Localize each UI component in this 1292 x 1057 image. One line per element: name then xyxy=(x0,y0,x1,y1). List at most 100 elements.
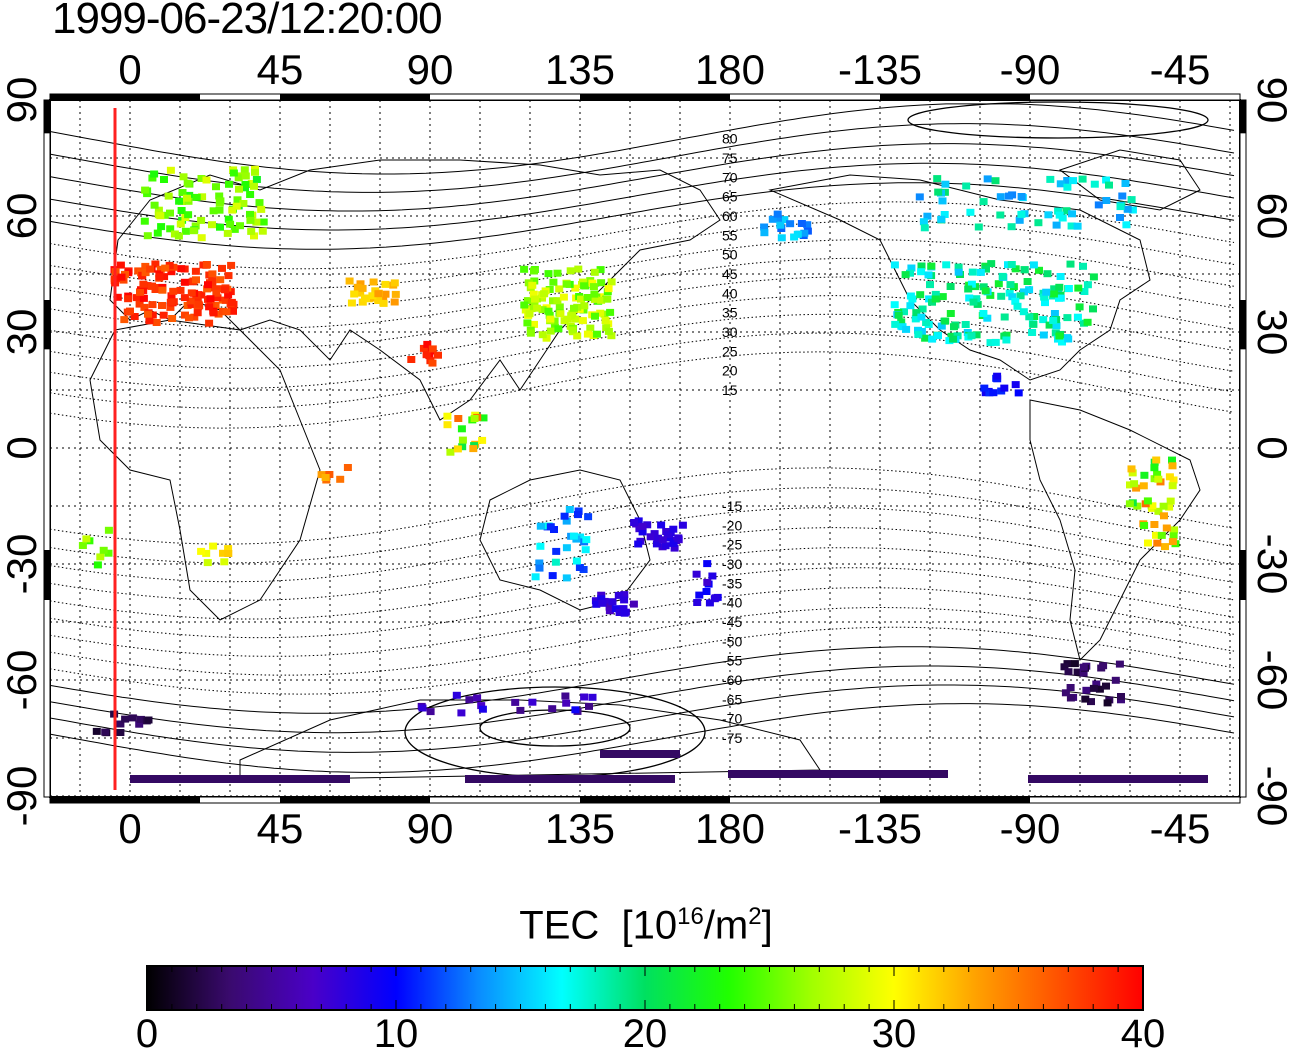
tec-pixel xyxy=(938,293,947,301)
tec-pixel xyxy=(116,729,125,736)
tec-pixel xyxy=(358,298,367,306)
tec-pixel xyxy=(1089,684,1098,692)
tec-pixel xyxy=(1165,473,1174,481)
tec-pixel xyxy=(1049,290,1058,298)
tec-pixel xyxy=(151,260,160,268)
tec-pixel xyxy=(1066,684,1075,691)
tec-pixel xyxy=(1029,261,1038,269)
tec-pixel xyxy=(1073,222,1082,230)
tec-pixel xyxy=(1080,288,1089,295)
tec-pixel xyxy=(221,286,229,294)
tec-pixel xyxy=(216,223,224,231)
maglat-contour xyxy=(49,182,1235,250)
tec-pixel xyxy=(580,302,589,310)
colorbar-title: TEC [1016/m2] xyxy=(519,903,773,948)
y-tick-label-left: 60 xyxy=(0,193,45,240)
tec-pixel xyxy=(646,533,655,541)
tec-pixel xyxy=(596,309,605,317)
tec-pixel xyxy=(176,286,185,294)
tec-pixel xyxy=(381,290,390,298)
tec-pixel xyxy=(693,599,702,606)
tec-pixel xyxy=(1152,531,1160,539)
maglat-label: -25 xyxy=(722,537,742,553)
tec-pixel xyxy=(1006,281,1015,289)
tec-pixel xyxy=(1007,223,1016,231)
tec-pixel xyxy=(931,290,940,298)
tec-pixel xyxy=(583,330,592,338)
tec-pixel xyxy=(552,547,561,555)
maglat-label: -75 xyxy=(722,730,742,746)
coastline xyxy=(89,319,321,621)
tec-pixel xyxy=(562,574,571,582)
tec-pixel xyxy=(205,319,214,327)
tec-pixel xyxy=(634,517,643,525)
tec-pixel xyxy=(1058,338,1066,346)
tec-pixel xyxy=(949,335,958,343)
maglat-contour xyxy=(49,547,1235,620)
tec-pixel xyxy=(563,315,572,323)
tec-pixel xyxy=(1073,668,1082,676)
tec-pixel xyxy=(1121,180,1130,187)
tec-pixel xyxy=(1160,512,1168,520)
tec-pixel xyxy=(345,277,354,285)
tec-pixel xyxy=(545,311,554,319)
tec-pixel xyxy=(220,558,229,566)
tec-pixel xyxy=(179,173,188,181)
tec-pixel xyxy=(598,599,607,607)
tec-pixel xyxy=(368,292,377,300)
tec-pixel xyxy=(1168,462,1177,470)
tec-pixel xyxy=(156,265,165,273)
tec-pixel xyxy=(1062,207,1071,215)
tec-pixel xyxy=(996,211,1005,219)
tec-pixel xyxy=(1092,680,1101,688)
tec-pixel xyxy=(1002,336,1011,344)
tec-pixel xyxy=(1052,322,1061,330)
axis-tick-labels: 0045459090135135180180-135-135-90-90-45-… xyxy=(0,46,1292,852)
tec-pixel xyxy=(1017,210,1026,218)
tec-pixel xyxy=(167,268,176,276)
tec-pixel xyxy=(229,169,238,177)
tec-pixel xyxy=(465,696,474,704)
tec-pixel xyxy=(1042,288,1051,296)
tec-pixel xyxy=(516,706,525,714)
tec-pixel xyxy=(148,301,157,309)
tec-pixel xyxy=(897,318,906,326)
tec-pixel xyxy=(760,229,769,237)
tec-pixel xyxy=(588,693,597,701)
tec-pixel xyxy=(101,728,110,736)
y-tick-label-left: 90 xyxy=(0,77,45,124)
tec-pixel xyxy=(1168,482,1177,490)
tec-pixel xyxy=(592,600,601,608)
maglat-contour xyxy=(49,626,1235,695)
tec-pixel xyxy=(946,283,955,290)
tec-pixel xyxy=(1154,507,1163,515)
x-tick-label: -90 xyxy=(1000,805,1061,852)
tec-pixel xyxy=(166,303,175,311)
maglat-label: -35 xyxy=(722,575,742,591)
axis-bar-segment xyxy=(1240,300,1246,350)
tec-pixel xyxy=(1079,262,1087,270)
y-tick-label-right: -30 xyxy=(1249,534,1292,595)
tec-pixel xyxy=(1130,480,1139,488)
tec-pixel xyxy=(533,304,542,312)
tec-pixel xyxy=(629,600,638,608)
tec-pixel xyxy=(942,261,951,269)
tec-pixel xyxy=(1169,532,1178,540)
tec-pixel xyxy=(950,323,958,331)
maglat-label: 75 xyxy=(722,150,738,166)
tec-pixel xyxy=(250,232,258,240)
tec-pixel xyxy=(967,280,976,288)
map-frame xyxy=(43,93,1247,804)
tec-pixel xyxy=(1073,313,1082,321)
tec-pixel xyxy=(979,283,988,291)
tec-pixel xyxy=(597,279,606,287)
tec-pixel xyxy=(657,521,666,529)
tec-pixel xyxy=(620,591,629,599)
tec-pixel xyxy=(446,448,455,456)
tec-pixel xyxy=(555,285,564,293)
tec-pixel xyxy=(607,332,616,340)
tec-pixel xyxy=(216,197,225,205)
tec-pixel xyxy=(906,302,915,310)
tec-pixel xyxy=(946,310,955,317)
